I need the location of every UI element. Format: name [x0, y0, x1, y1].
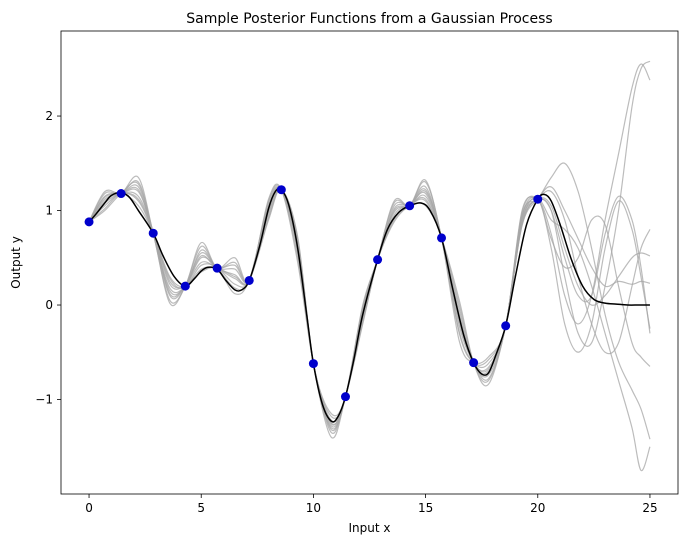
observation-point — [180, 281, 190, 291]
y-axis: −1 0 1 2 — [35, 109, 61, 407]
posterior-sample-line-8 — [88, 63, 651, 432]
observation-point — [116, 189, 126, 199]
observation-point — [469, 358, 479, 368]
y-tick-label: 0 — [45, 298, 53, 312]
observation-point — [405, 201, 415, 211]
observation-point — [148, 228, 158, 238]
x-axis: 0 5 10 15 20 25 — [85, 494, 658, 515]
plot-frame — [60, 30, 679, 495]
observation-point — [533, 194, 543, 204]
y-tick-label: −1 — [35, 393, 53, 407]
observation-point — [276, 185, 286, 195]
x-tick-label: 0 — [85, 501, 93, 515]
y-tick-label: 1 — [45, 204, 53, 218]
posterior-sample-line-9 — [88, 186, 651, 417]
observation-point — [437, 233, 447, 243]
x-tick-label: 20 — [530, 501, 545, 515]
observation-point — [308, 359, 318, 369]
y-tick-label: 2 — [45, 109, 53, 123]
observation-point — [84, 217, 94, 227]
x-axis-label: Input x — [349, 521, 391, 535]
observation-point — [340, 392, 350, 402]
x-tick-label: 10 — [306, 501, 321, 515]
x-tick-label: 15 — [418, 501, 433, 515]
x-tick-label: 5 — [197, 501, 205, 515]
observation-point — [212, 263, 222, 273]
y-axis-label: Output y — [9, 236, 23, 289]
x-tick-label: 25 — [642, 501, 657, 515]
observation-point — [373, 255, 383, 265]
observations — [84, 185, 543, 402]
observation-point — [244, 275, 254, 285]
chart-title: Sample Posterior Functions from a Gaussi… — [186, 11, 552, 27]
observation-point — [501, 321, 511, 331]
